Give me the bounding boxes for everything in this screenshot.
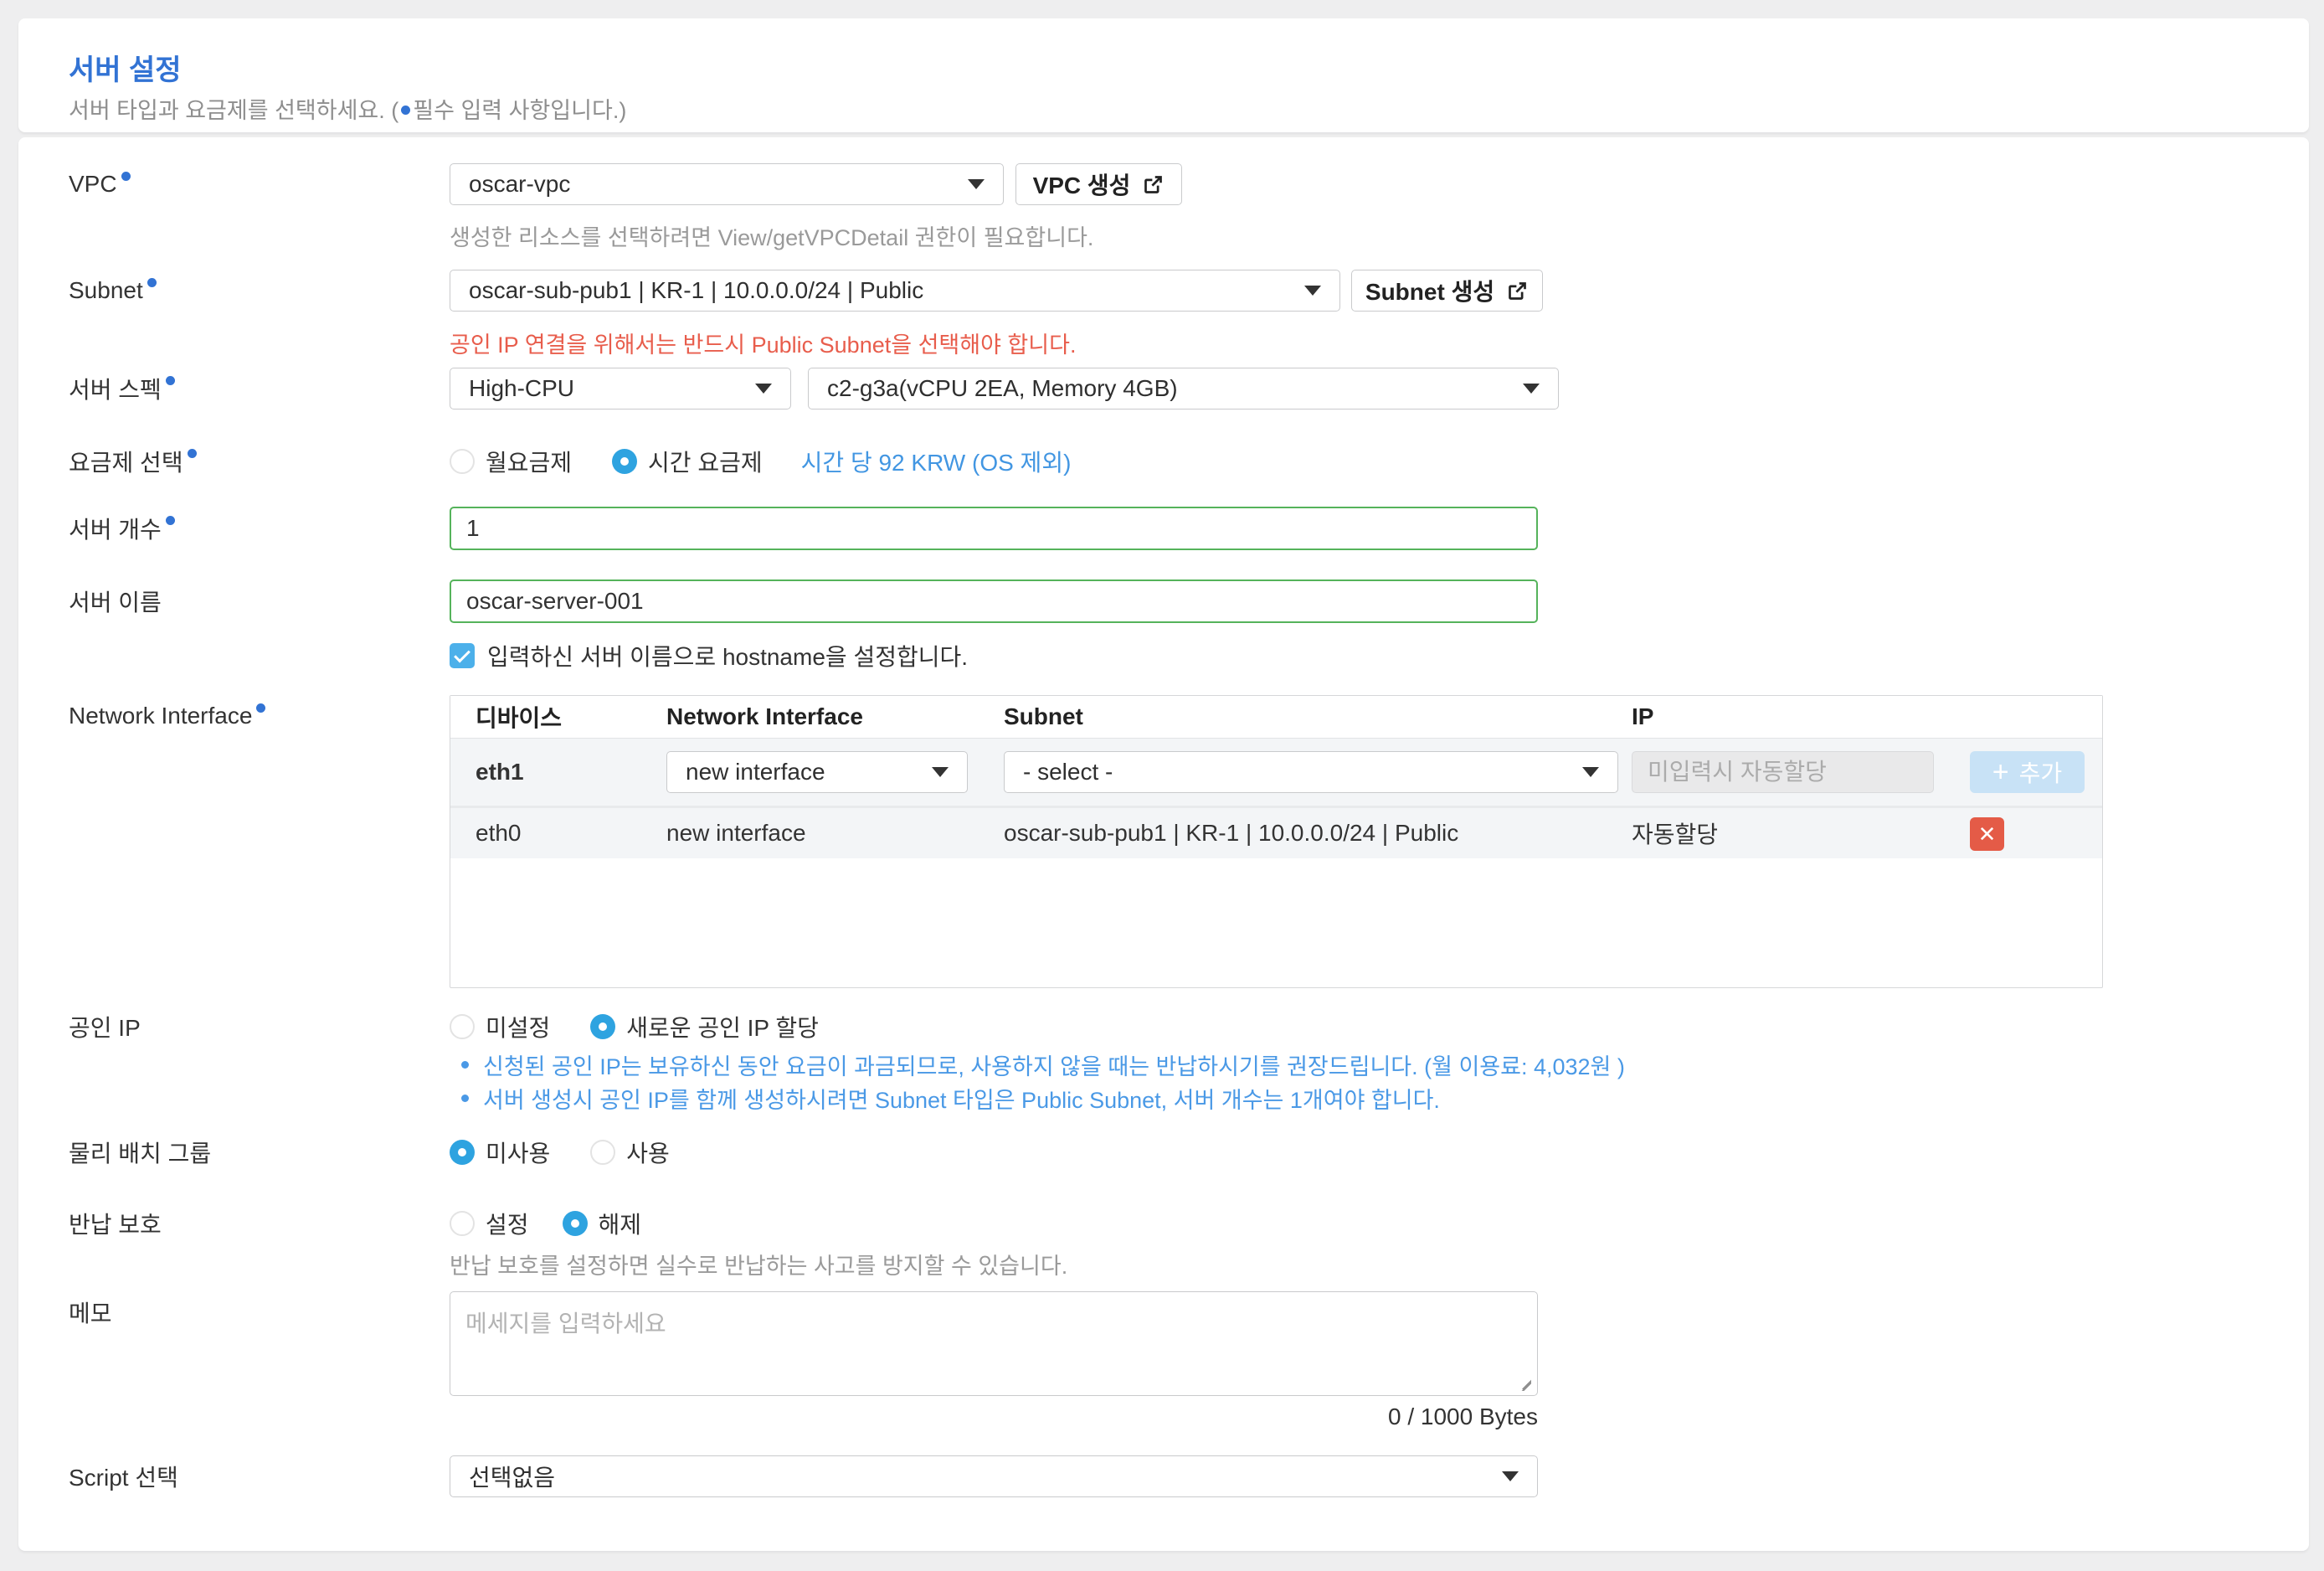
nic-subnet-select[interactable]: - select - <box>1004 751 1618 793</box>
subnet-create-button[interactable]: Subnet 생성 <box>1351 270 1543 312</box>
required-dot <box>165 375 175 385</box>
bullet-icon <box>461 1061 469 1069</box>
subnet-label: Subnet <box>69 270 157 312</box>
chevron-down-icon <box>1304 286 1321 296</box>
page-subtitle: 서버 타입과 요금제를 선택하세요. (필수 입력 사항입니다.) <box>69 98 627 123</box>
vpc-helper-text: 생성한 리소스를 선택하려면 View/getVPCDetail 권한이 필요합… <box>450 225 1094 250</box>
chevron-down-icon <box>1582 767 1599 777</box>
chevron-down-icon <box>932 767 949 777</box>
subnet-select[interactable]: oscar-sub-pub1 | KR-1 | 10.0.0.0/24 | Pu… <box>450 270 1340 312</box>
nic-editor-row: eth1 new interface - select - 추가 <box>450 738 2102 806</box>
radio-placement-unused[interactable] <box>450 1140 475 1165</box>
radio-placement-used[interactable] <box>590 1140 616 1165</box>
vpc-label: VPC <box>69 163 131 205</box>
vpc-select-value: oscar-vpc <box>469 171 571 197</box>
server-name-input[interactable] <box>450 579 1538 623</box>
required-dot <box>121 171 131 181</box>
required-dot <box>165 515 175 525</box>
server-count-label: 서버 개수 <box>69 507 175 550</box>
nic-device-eth1: eth1 <box>476 759 524 785</box>
external-link-icon <box>1509 281 1526 300</box>
nic-label: Network Interface <box>69 695 266 737</box>
section-body: VPC oscar-vpc VPC 생성 생성한 리소스를 선택하려면 View… <box>18 137 2309 1551</box>
pricing-radio-group: 월요금제 시간 요금제 시간 당 92 KRW (OS 제외) <box>450 448 1072 476</box>
radio-public-ip-new[interactable] <box>590 1014 616 1039</box>
protection-helper-text: 반납 보호를 설정하면 실수로 반납하는 사고를 방지할 수 있습니다. <box>450 1254 1068 1279</box>
nic-table: 디바이스 Network Interface Subnet IP eth1 ne… <box>450 695 2103 988</box>
memo-label: 메모 <box>69 1301 112 1326</box>
public-ip-note-2: 서버 생성시 공인 IP를 함께 생성하시려면 Subnet 타입은 Publi… <box>461 1082 1440 1115</box>
public-ip-note-1: 신청된 공인 IP는 보유하신 동안 요금이 과금되므로, 사용하지 않을 때는… <box>461 1048 1625 1081</box>
protection-label: 반납 보호 <box>69 1212 162 1238</box>
page-title: 서버 설정 <box>69 54 182 86</box>
radio-hourly[interactable] <box>612 449 638 474</box>
script-select-value: 선택없음 <box>469 1465 556 1491</box>
radio-public-ip-none[interactable] <box>450 1014 475 1039</box>
vpc-create-button[interactable]: VPC 생성 <box>1015 163 1182 205</box>
hourly-price-link[interactable]: 시간 당 92 KRW (OS 제외) <box>800 450 1072 476</box>
spec-label: 서버 스펙 <box>69 368 175 409</box>
nic-interface-select[interactable]: new interface <box>666 751 968 793</box>
required-dot <box>147 277 157 287</box>
subnet-warning-text: 공인 IP 연결을 위해서는 반드시 Public Subnet을 선택해야 합… <box>450 332 1077 358</box>
nic-table-header: 디바이스 Network Interface Subnet IP <box>450 696 2102 738</box>
chevron-down-icon <box>755 384 772 394</box>
chevron-down-icon <box>1523 384 1540 394</box>
protection-radio-group: 설정 해제 <box>450 1210 641 1238</box>
section-header: 서버 설정 서버 타입과 요금제를 선택하세요. (필수 입력 사항입니다.) <box>18 18 2309 132</box>
placement-radio-group: 미사용 사용 <box>450 1139 670 1167</box>
required-dot <box>187 448 197 458</box>
public-ip-radio-group: 미설정 새로운 공인 IP 할당 <box>450 1013 819 1041</box>
memo-textarea[interactable] <box>450 1291 1538 1396</box>
chevron-down-icon <box>1502 1471 1519 1481</box>
external-link-icon <box>1144 175 1163 193</box>
spec-family-value: High-CPU <box>469 375 575 401</box>
radio-protection-on[interactable] <box>450 1211 475 1236</box>
memo-byte-counter: 0 / 1000 Bytes <box>1387 1404 1538 1429</box>
chevron-down-icon <box>968 179 985 189</box>
hostname-checkbox-row: 입력하신 서버 이름으로 hostname을 설정합니다. <box>450 639 968 672</box>
nic-delete-button[interactable] <box>1970 817 2004 851</box>
spec-family-select[interactable]: High-CPU <box>450 368 791 409</box>
public-ip-label: 공인 IP <box>69 1015 141 1041</box>
spec-flavor-value: c2-g3a(vCPU 2EA, Memory 4GB) <box>827 375 1178 401</box>
nic-row-eth0: eth0 new interface oscar-sub-pub1 | KR-1… <box>450 806 2102 858</box>
server-name-label: 서버 이름 <box>69 590 162 616</box>
pricing-label: 요금제 선택 <box>69 448 197 476</box>
placement-group-label: 물리 배치 그룹 <box>69 1141 212 1167</box>
radio-protection-off[interactable] <box>562 1211 588 1236</box>
script-label: Script 선택 <box>69 1465 178 1491</box>
required-dot <box>401 106 411 115</box>
radio-monthly[interactable] <box>450 449 475 474</box>
required-dot <box>256 703 266 713</box>
script-select[interactable]: 선택없음 <box>450 1455 1538 1497</box>
bullet-icon <box>461 1095 469 1102</box>
plus-icon <box>1992 758 2009 787</box>
subnet-select-value: oscar-sub-pub1 | KR-1 | 10.0.0.0/24 | Pu… <box>469 277 924 303</box>
nic-ip-input[interactable] <box>1632 751 1934 793</box>
nic-add-button[interactable]: 추가 <box>1970 751 2085 793</box>
close-icon <box>1978 822 1997 847</box>
vpc-select[interactable]: oscar-vpc <box>450 163 1004 205</box>
hostname-checkbox[interactable] <box>450 643 475 668</box>
server-count-input[interactable] <box>450 507 1538 550</box>
spec-flavor-select[interactable]: c2-g3a(vCPU 2EA, Memory 4GB) <box>808 368 1559 409</box>
